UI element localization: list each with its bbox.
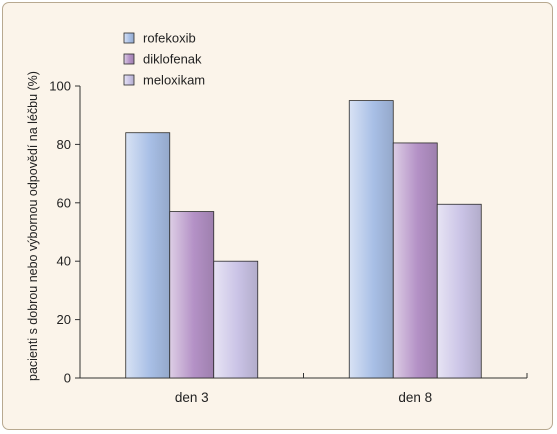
legend-label: meloxikam — [143, 73, 205, 88]
y-axis-label: pacienti s dobrou nebo výbornou odpovědí… — [26, 71, 40, 381]
y-tick-label: 80 — [57, 137, 71, 152]
legend-swatch — [123, 74, 135, 86]
legend-swatch — [123, 53, 135, 65]
x-tick-label: den 3 — [175, 390, 209, 405]
legend: rofekoxib diklofenak meloxikam — [123, 31, 205, 88]
bars — [125, 100, 482, 379]
y-tick-label: 20 — [57, 312, 71, 327]
bar-meloxikam-den-8 — [436, 203, 482, 379]
y-tick-label: 40 — [57, 254, 71, 269]
y-tick-label: 100 — [49, 79, 71, 94]
bar-meloxikam-den-3 — [213, 260, 259, 379]
bar-rofekoxib-den-3 — [125, 132, 171, 379]
bar-rofekoxib-den-8 — [348, 100, 394, 379]
bar-diklofenak-den-8 — [392, 142, 438, 379]
legend-label: rofekoxib — [143, 31, 196, 46]
x-tick-label: den 8 — [398, 390, 432, 405]
legend-label: diklofenak — [143, 52, 202, 67]
y-tick-label: 0 — [64, 371, 71, 386]
legend-swatch — [123, 32, 135, 44]
y-tick-label: 60 — [57, 195, 71, 210]
bar-diklofenak-den-3 — [169, 211, 215, 379]
